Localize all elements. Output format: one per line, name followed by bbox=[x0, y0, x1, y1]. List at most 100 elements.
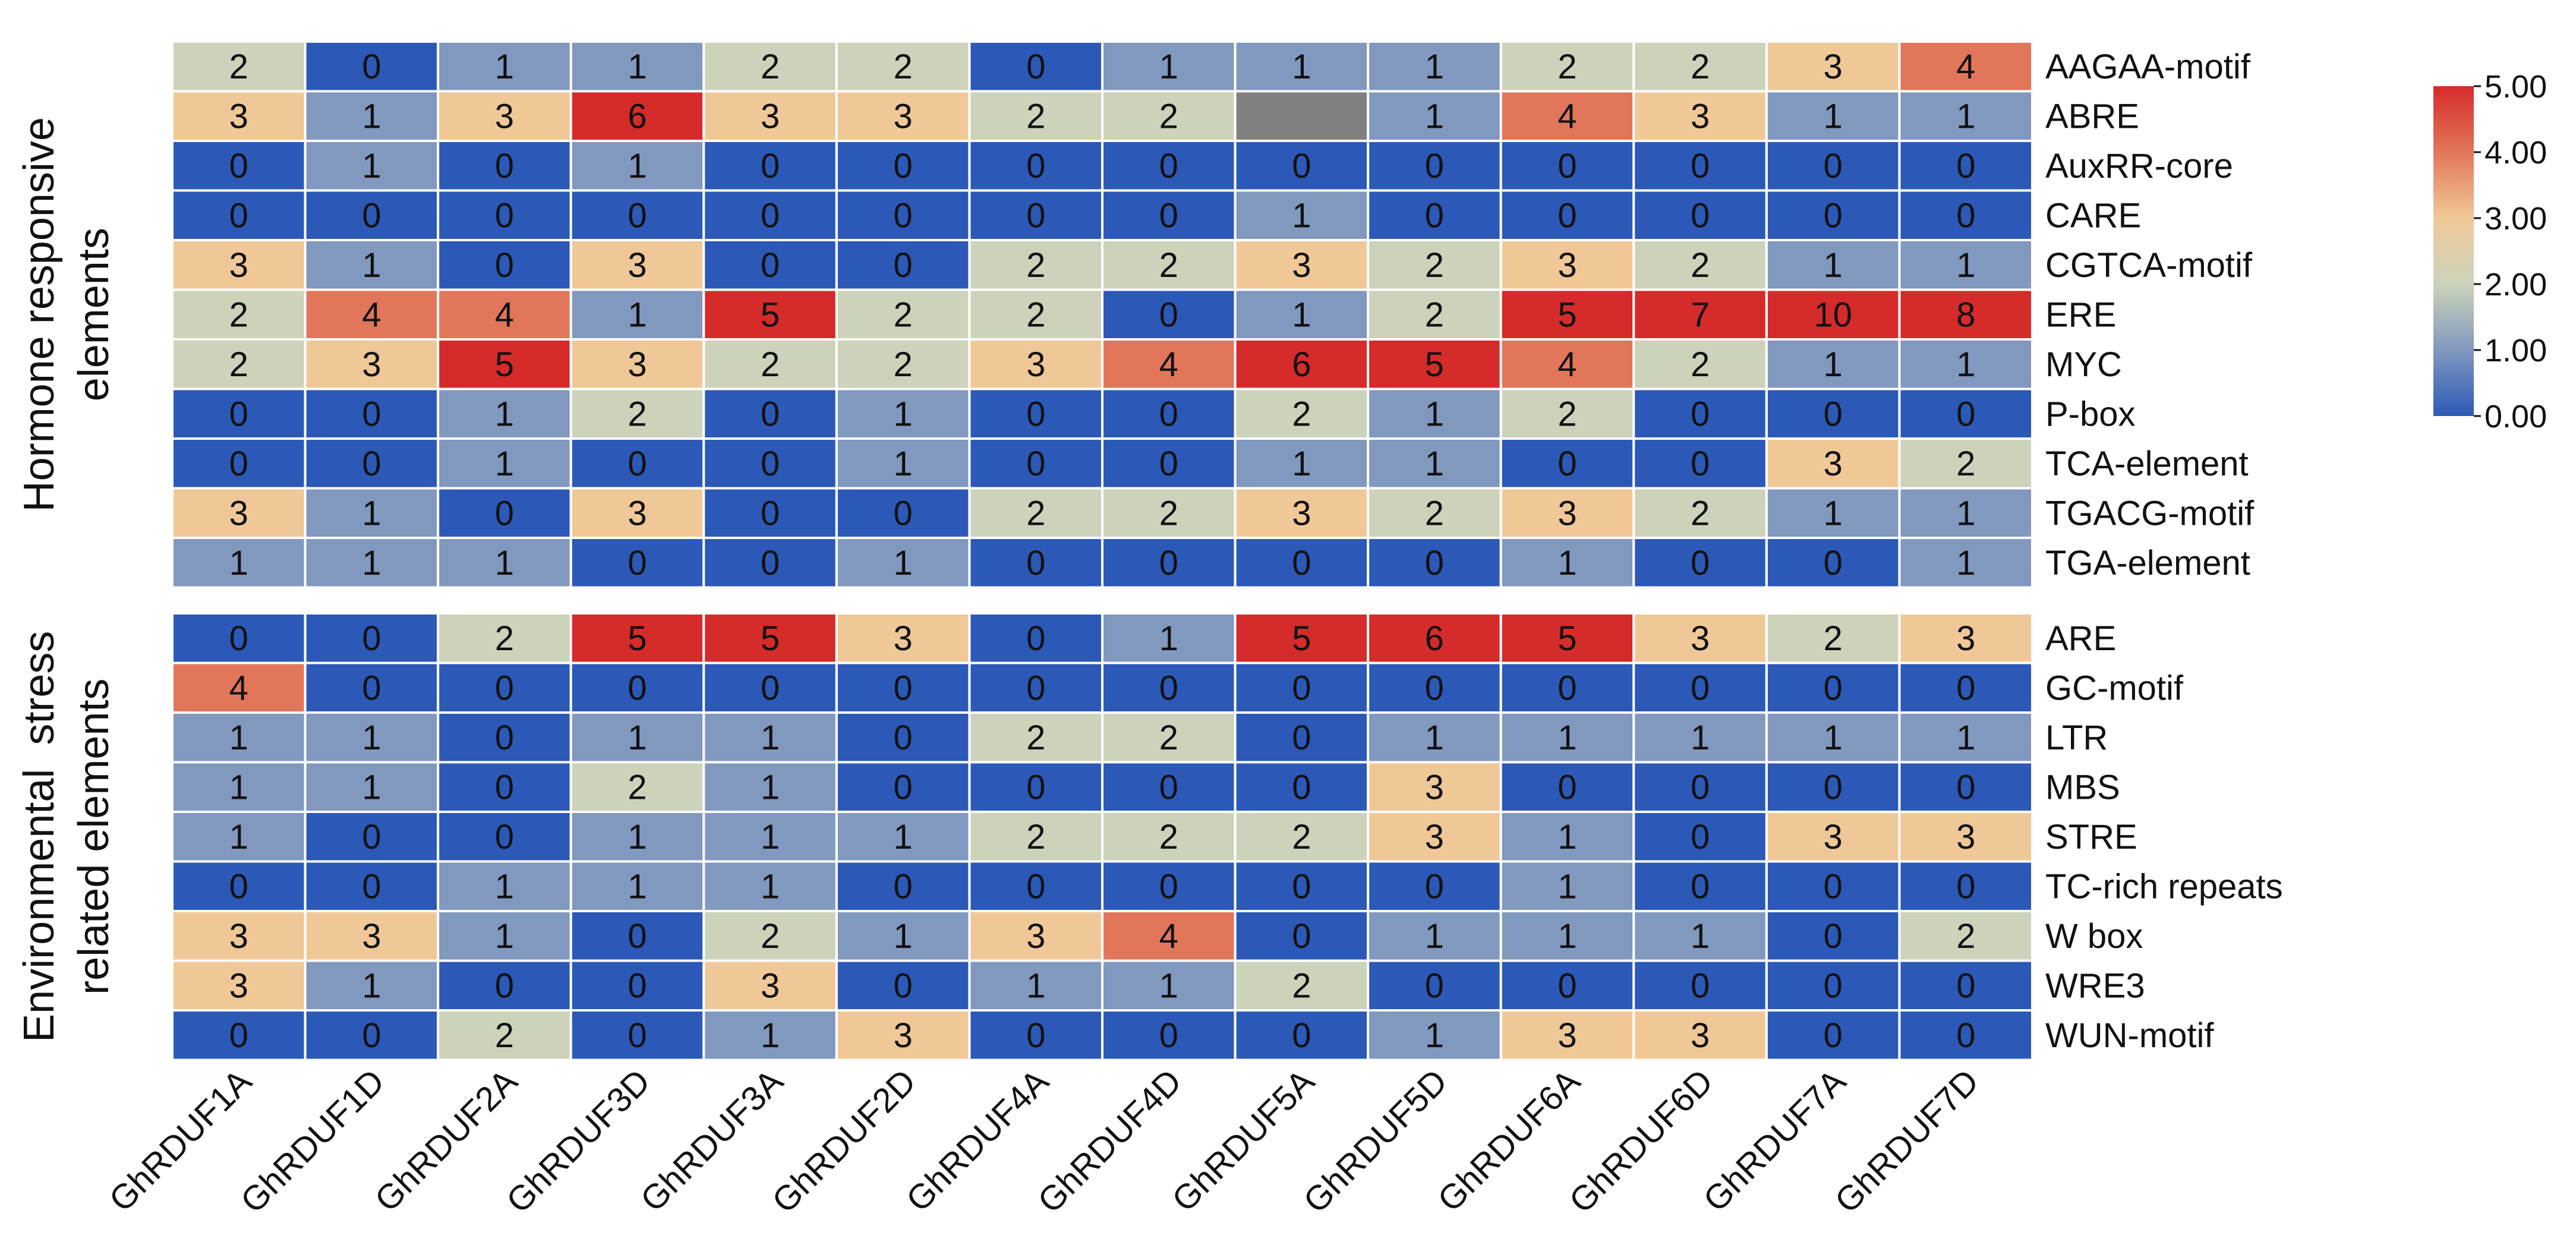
cell-value-label: 0 bbox=[1026, 196, 1045, 235]
cell-value-label: 1 bbox=[362, 544, 381, 582]
heatmap-cell bbox=[304, 612, 440, 664]
cell-value-label: 0 bbox=[495, 669, 514, 707]
heatmap-cell bbox=[835, 711, 971, 764]
cell-value-label: 0 bbox=[1292, 719, 1311, 757]
cell-value-label: 4 bbox=[1159, 345, 1178, 384]
cell-value-label: 1 bbox=[1691, 719, 1710, 757]
heatmap-cell bbox=[437, 860, 572, 912]
heatmap-cell bbox=[835, 860, 971, 912]
column-labels: GhRDUF1AGhRDUF1DGhRDUF2AGhRDUF3DGhRDUF3A… bbox=[102, 1062, 1986, 1221]
heatmap-cell bbox=[1234, 537, 1370, 589]
cell-value-label: 0 bbox=[1026, 619, 1045, 658]
cell-value-label: 3 bbox=[1691, 1016, 1710, 1055]
cell-value-label: 0 bbox=[894, 669, 913, 707]
cell-value-label: 1 bbox=[1824, 494, 1843, 533]
cell-value-label: 2 bbox=[894, 48, 913, 86]
heatmap-cell bbox=[1632, 811, 1768, 863]
cell-value-label: 0 bbox=[761, 544, 780, 582]
cell-value-label: 3 bbox=[1824, 445, 1843, 483]
cell-value-label: 2 bbox=[1026, 818, 1045, 856]
heatmap-cell bbox=[702, 811, 838, 863]
row-label: WRE3 bbox=[2045, 966, 2145, 1005]
cell-value-label: 0 bbox=[894, 196, 913, 235]
heatmap-cell bbox=[569, 189, 705, 241]
cell-value-label: 0 bbox=[761, 395, 780, 433]
cell-value-label: 0 bbox=[894, 719, 913, 757]
cell-value-label: 0 bbox=[1691, 966, 1710, 1005]
heatmap-cell bbox=[1234, 437, 1370, 490]
colorbar-tick-label: 1.00 bbox=[2484, 333, 2547, 368]
cell-value-label: 0 bbox=[495, 196, 514, 235]
heatmap-cell bbox=[1234, 140, 1370, 192]
cell-value-label: 0 bbox=[362, 867, 381, 906]
cell-value-label: 3 bbox=[894, 619, 913, 658]
cell-value-label: 1 bbox=[495, 544, 514, 582]
heatmap-cell bbox=[1898, 959, 2033, 1012]
heatmap-cell bbox=[171, 1009, 307, 1061]
cell-value-label: 0 bbox=[1159, 445, 1178, 483]
cell-value-label: 0 bbox=[894, 494, 913, 533]
cell-value-label: 0 bbox=[1026, 445, 1045, 483]
cell-value-label: 1 bbox=[362, 966, 381, 1005]
row-label: AAGAA-motif bbox=[2045, 48, 2251, 86]
heatmap-cell bbox=[1499, 387, 1635, 440]
cell-value-label: 4 bbox=[1159, 917, 1178, 956]
cell-value-label: 1 bbox=[1956, 97, 1975, 136]
cell-value-label: 0 bbox=[1292, 917, 1311, 956]
colorbar-tick-label: 0.00 bbox=[2484, 399, 2547, 434]
column-label: GhRDUF5D bbox=[1296, 1062, 1455, 1221]
heatmap-cell bbox=[968, 612, 1104, 664]
heatmap-cell bbox=[1367, 1009, 1502, 1061]
heatmap-cell bbox=[1499, 537, 1635, 589]
cell-value-label: 0 bbox=[1425, 669, 1444, 707]
cell-value-label: 1 bbox=[1159, 619, 1178, 658]
heatmap-cell bbox=[1367, 140, 1502, 192]
heatmap-cell bbox=[171, 387, 307, 440]
cell-value-label: 2 bbox=[894, 345, 913, 384]
colorbar-tick-label: 5.00 bbox=[2484, 69, 2547, 105]
cell-value-label: 1 bbox=[761, 1016, 780, 1055]
heatmap-cell bbox=[968, 1009, 1104, 1061]
heatmap-cell bbox=[171, 189, 307, 241]
panel-1: 2 0 1 1 2 2 0 1 1 1 2 2 3 43 1 3 6 3 3 2 2 1 4 3 1 10 1 0 1 0 0 0 0 0 0 0 0 0… bbox=[171, 40, 2033, 589]
cell-value-label: 0 bbox=[1557, 966, 1577, 1005]
heatmap-cell bbox=[1632, 338, 1768, 390]
cell-value-label: 0 bbox=[362, 669, 381, 707]
cell-value-label: 0 bbox=[1956, 768, 1975, 806]
heatmap-cell bbox=[569, 140, 705, 192]
cell-value-label: 0 bbox=[229, 196, 248, 235]
colorbar-tick-label: 3.00 bbox=[2484, 201, 2547, 237]
cell-value-label: 3 bbox=[1557, 494, 1577, 533]
heatmap-cell bbox=[835, 387, 971, 440]
cell-value-label: 1 bbox=[894, 445, 913, 483]
heatmap-cell bbox=[968, 90, 1104, 142]
cell-value-label: 3 bbox=[1026, 917, 1045, 956]
cell-value-label: 0 bbox=[1824, 867, 1843, 906]
heatmap-cell bbox=[1632, 711, 1768, 764]
heatmap-cell bbox=[835, 338, 971, 390]
heatmap-cell bbox=[1367, 537, 1502, 589]
cell-value-label: 3 bbox=[229, 966, 248, 1005]
cell-value-label: 0 bbox=[1691, 867, 1710, 906]
cell-value-label: 0 bbox=[628, 966, 647, 1005]
cell-value-label: 3 bbox=[362, 345, 381, 384]
colorbar: 0.00 1.00 2.00 3.00 4.00 5.00 bbox=[2433, 69, 2547, 434]
cell-value-label: 2 bbox=[1159, 97, 1178, 136]
cell-value-label: 0 bbox=[1292, 1016, 1311, 1055]
row-label: P-box bbox=[2045, 395, 2136, 433]
cell-value-label: 2 bbox=[1824, 619, 1843, 658]
heatmap-cell bbox=[171, 661, 307, 714]
cell-value-label: 1 bbox=[1425, 48, 1444, 86]
heatmap-cell bbox=[1765, 239, 1901, 291]
column-label: GhRDUF3D bbox=[499, 1062, 658, 1221]
cell-value-label: 1 bbox=[1557, 719, 1577, 757]
heatmap-cell bbox=[968, 487, 1104, 539]
cell-value-label: 5 bbox=[761, 619, 780, 658]
column-label: GhRDUF2D bbox=[765, 1062, 923, 1221]
cell-value-label: 2 bbox=[894, 295, 913, 334]
cell-value-label: 1 bbox=[362, 147, 381, 185]
cell-value-label: 0 bbox=[761, 445, 780, 483]
cell-value-label: 0 bbox=[1824, 669, 1843, 707]
cell-value-label: 0 bbox=[1691, 768, 1710, 806]
cell-value-label: 0 bbox=[761, 494, 780, 533]
